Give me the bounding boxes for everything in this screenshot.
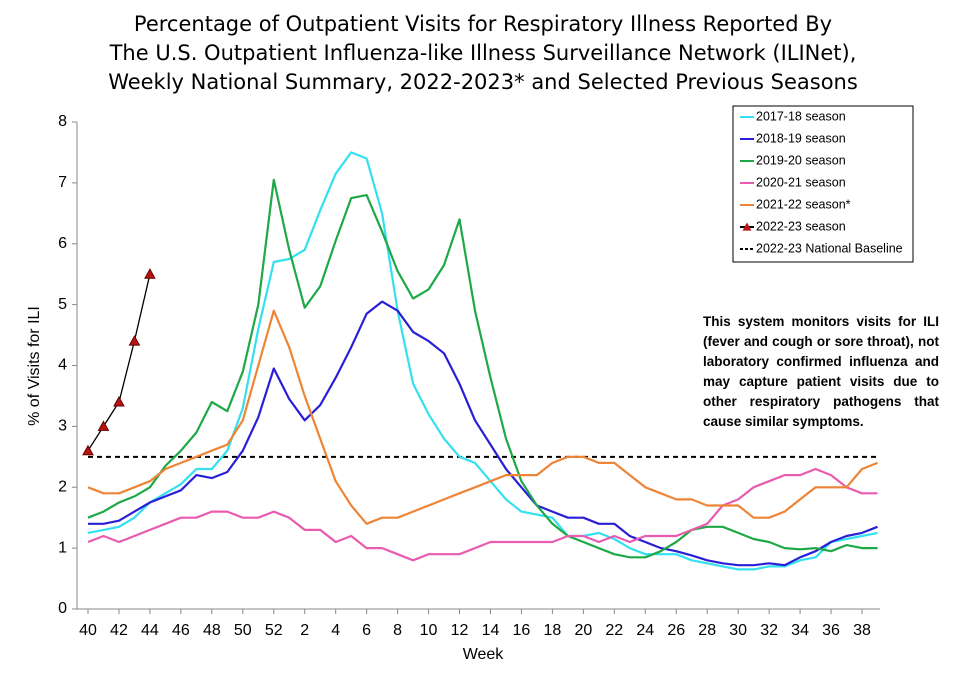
x-tick-label: 2 xyxy=(300,622,309,639)
series-marker xyxy=(144,268,156,279)
legend-label: 2022-23 season xyxy=(756,219,846,233)
chart-title: Weekly National Summary, 2022-2023* and … xyxy=(108,70,858,94)
series-line xyxy=(87,151,878,571)
y-tick-label: 3 xyxy=(58,418,67,435)
legend-label: 2022-23 National Baseline xyxy=(756,241,903,255)
x-tick-label: 10 xyxy=(420,622,438,639)
y-tick-label: 0 xyxy=(58,600,67,617)
y-tick-label: 5 xyxy=(58,296,67,313)
annotation: This system monitors visits for ILI (fev… xyxy=(703,314,939,429)
x-tick-label: 14 xyxy=(482,622,500,639)
x-tick-label: 30 xyxy=(729,622,747,639)
x-tick-label: 42 xyxy=(110,622,128,639)
y-tick-label: 4 xyxy=(58,357,67,374)
y-axis-label: % of Visits for ILI xyxy=(26,306,43,426)
x-axis-label: Week xyxy=(463,646,505,663)
legend-box xyxy=(732,105,914,263)
x-tick-label: 48 xyxy=(203,622,221,639)
x-tick-label: 24 xyxy=(636,622,654,639)
x-tick-label: 8 xyxy=(393,622,402,639)
x-tick-label: 12 xyxy=(451,622,469,639)
x-tick-label: 44 xyxy=(141,622,159,639)
y-tick-label: 6 xyxy=(58,235,67,252)
series-line xyxy=(88,300,878,567)
series-line xyxy=(87,178,878,559)
legend-label: 2020-21 season xyxy=(756,175,846,189)
y-tick-label: 1 xyxy=(58,539,67,556)
x-tick-label: 20 xyxy=(574,622,592,639)
x-tick-label: 26 xyxy=(667,622,685,639)
legend-label: 2019-20 season xyxy=(756,153,846,167)
series-marker xyxy=(97,420,110,431)
series-line xyxy=(87,309,878,525)
x-tick-label: 38 xyxy=(853,622,871,639)
legend-label: 2018-19 season xyxy=(756,131,846,145)
y-tick-label: 2 xyxy=(58,478,67,495)
x-tick-label: 22 xyxy=(605,622,623,639)
x-tick-label: 16 xyxy=(513,622,531,639)
legend-label: 2017-18 season xyxy=(756,109,846,123)
y-tick-label: 7 xyxy=(58,174,67,191)
x-tick-label: 4 xyxy=(331,622,340,639)
series-line xyxy=(87,274,151,452)
legend-marker xyxy=(742,222,752,231)
x-tick-label: 52 xyxy=(265,622,283,639)
x-tick-label: 40 xyxy=(79,622,97,639)
x-tick-label: 36 xyxy=(822,622,840,639)
series-marker xyxy=(113,395,125,407)
chart-title: The U.S. Outpatient Influenza-like Illne… xyxy=(109,41,857,65)
x-tick-label: 46 xyxy=(172,622,190,639)
x-tick-label: 18 xyxy=(544,622,562,639)
x-tick-label: 28 xyxy=(698,622,716,639)
chart-title: Percentage of Outpatient Visits for Resp… xyxy=(134,12,832,36)
x-tick-label: 6 xyxy=(362,622,371,639)
x-tick-label: 32 xyxy=(760,622,778,639)
series-marker xyxy=(128,335,141,346)
series-line xyxy=(87,467,878,562)
x-tick-label: 34 xyxy=(791,622,809,639)
y-tick-label: 8 xyxy=(58,113,67,130)
series-marker xyxy=(82,444,94,456)
legend-label: 2021-22 season* xyxy=(756,197,851,211)
x-tick-label: 50 xyxy=(234,622,252,639)
